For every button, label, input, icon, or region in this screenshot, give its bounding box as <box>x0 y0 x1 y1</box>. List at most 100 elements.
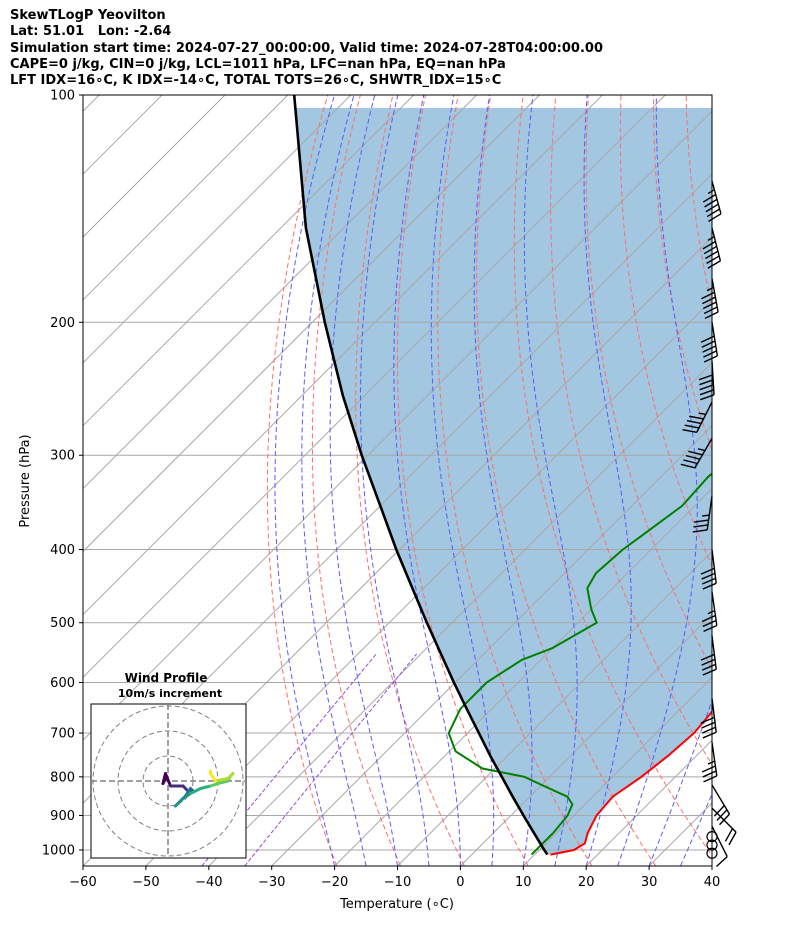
index-line: LFT IDX=16∘C, K IDX=-14∘C, TOTAL TOTS=26… <box>10 73 502 89</box>
wind-barb-flag <box>680 463 696 469</box>
dry-adiabat <box>719 95 794 866</box>
wind-barb-staff <box>696 401 713 433</box>
wind-barb-flag <box>704 311 719 320</box>
hodograph-subtitle: 10m/s increment <box>118 687 222 700</box>
wind-barb-staff <box>711 784 731 815</box>
time-line: Simulation start time: 2024-07-27_00:00:… <box>10 40 603 56</box>
y-tick-label: 1000 <box>42 844 75 859</box>
wind-barb-flag <box>699 379 714 386</box>
wind-barb-half-flag <box>697 448 706 452</box>
isotherm-line <box>271 424 712 866</box>
hodograph-segment <box>164 772 172 788</box>
isotherm-line <box>83 95 100 112</box>
calm-wind-circle <box>706 831 718 843</box>
wind-barb-flag <box>693 524 708 528</box>
hodograph-segment <box>199 784 212 790</box>
wind-barb-staff <box>711 180 722 215</box>
y-tick-label: 600 <box>50 676 75 691</box>
isotherm-line <box>83 110 712 741</box>
isotherm-line <box>83 95 289 301</box>
moist-adiabat <box>711 864 712 866</box>
wind-barb-flag <box>700 567 715 575</box>
wind-barb-half-flag <box>707 189 715 195</box>
calm-wind-circle <box>706 847 718 859</box>
moist-adiabat <box>648 699 712 866</box>
temperature-line <box>550 710 712 856</box>
wind-barb-flag <box>700 653 715 661</box>
wind-barb-half-flag <box>698 412 706 416</box>
wind-barb-flag <box>703 306 718 315</box>
isotherm-line <box>208 362 712 866</box>
wind-barb-flag <box>702 582 717 590</box>
wind-barb-flag <box>684 424 700 429</box>
dry-adiabat <box>784 95 794 866</box>
dry-adiabat <box>397 95 529 866</box>
wind-barb-staff <box>711 698 717 733</box>
wind-barb-half-flag <box>702 514 710 517</box>
x-tick-label: 20 <box>578 875 595 890</box>
y-tick-label: 700 <box>50 727 75 742</box>
wind-barb-staff <box>711 360 715 395</box>
wind-barb-staff <box>711 742 718 777</box>
wind-barb-flag <box>701 721 716 729</box>
wind-barb-flag <box>701 726 716 734</box>
wind-barb-flag <box>715 856 728 867</box>
wind-barb-staff <box>706 496 713 531</box>
y-tick-label: 400 <box>50 543 75 558</box>
wind-barb-staff <box>711 227 722 262</box>
wind-barb-flag <box>686 420 702 425</box>
wind-barb-flag <box>724 828 734 842</box>
wind-barb-flag <box>700 335 715 343</box>
wind-barb-flag <box>699 384 714 391</box>
wind-barb-flag <box>703 624 718 633</box>
dewpoint-line <box>447 472 712 856</box>
wind-barb-flag <box>702 296 716 305</box>
hodograph-segment <box>189 787 202 795</box>
wind-barb-flag <box>703 775 718 783</box>
mixing-ratio-line <box>201 653 377 866</box>
chart-title: SkewTLogP Yeovilton <box>10 8 166 23</box>
dry-adiabat <box>513 95 712 857</box>
wind-barb-staff <box>694 438 713 469</box>
y-axis-label: Pressure (hPa) <box>18 434 33 527</box>
moist-adiabat <box>393 95 461 866</box>
isotherm-line <box>775 95 794 866</box>
x-tick-label: −50 <box>132 875 159 890</box>
y-tick-label: 500 <box>50 616 75 631</box>
wind-barb-flag <box>703 245 718 255</box>
wind-barb-flag <box>700 394 715 401</box>
mixing-ratio-line <box>244 653 417 866</box>
wind-barb-flag <box>702 770 717 778</box>
wind-barb-flag <box>713 805 725 817</box>
wind-barb-half-flag <box>707 609 715 615</box>
isotherm-line <box>83 95 352 364</box>
x-tick-label: −60 <box>69 875 96 890</box>
dry-adiabat <box>311 95 402 866</box>
moist-adiabat <box>329 95 398 866</box>
dry-adiabat <box>266 95 338 866</box>
dry-adiabat <box>550 95 712 766</box>
hodograph-segment <box>209 772 217 783</box>
wind-barbs <box>680 180 737 867</box>
hodograph-segment <box>214 777 230 783</box>
wind-barb-flag <box>716 809 728 821</box>
isotherm-line <box>397 550 712 866</box>
hodograph: Wind Profile 10m/s increment <box>90 671 247 859</box>
wind-barb-flag <box>701 291 715 300</box>
wind-barb-flag <box>698 374 714 381</box>
moist-adiabat <box>583 95 632 866</box>
x-axis-label: Temperature (∘C) <box>339 897 454 912</box>
isotherm-line <box>83 95 415 427</box>
hodograph-segment <box>216 779 230 785</box>
wind-barb-flag <box>685 454 701 460</box>
wind-barb-flag <box>683 459 698 465</box>
wind-barb-flag <box>702 668 717 676</box>
x-tick-label: 30 <box>641 875 658 890</box>
wind-barb-flag <box>703 350 717 358</box>
wind-barb-staff <box>711 825 728 857</box>
dry-adiabat <box>355 95 465 866</box>
moist-adiabat <box>360 95 430 866</box>
dry-adiabat <box>619 95 712 568</box>
wind-barb-flag <box>704 198 718 208</box>
wind-barb-flag <box>702 301 717 310</box>
